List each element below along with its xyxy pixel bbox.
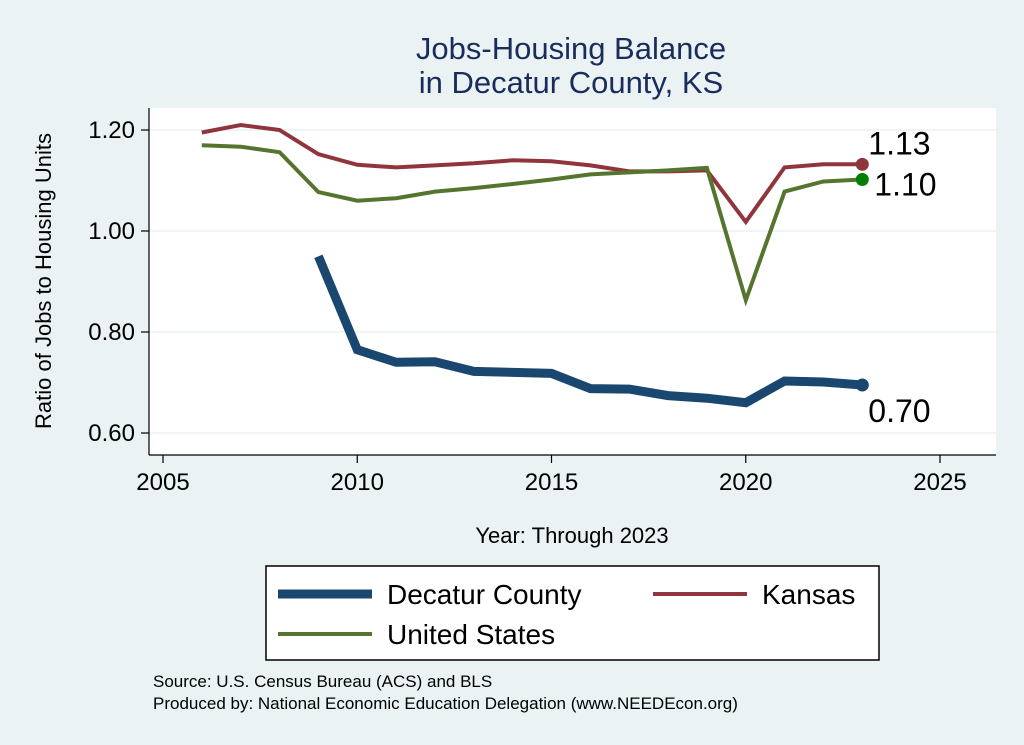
x-tick-label-0: 2005	[136, 469, 189, 496]
x-tick-label-2: 2015	[525, 469, 578, 496]
chart-title-line-2: in Decatur County, KS	[419, 65, 723, 100]
y-axis-title: Ratio of Jobs to Housing Units	[31, 133, 56, 429]
series-lines: 0.70 1.13 1.10	[201, 122, 937, 429]
series-line-kansas	[201, 122, 863, 226]
end-marker-kansas	[855, 157, 869, 171]
producer-note: Produced by: National Economic Education…	[153, 694, 738, 713]
legend-label-decatur-county: Decatur County	[387, 579, 582, 610]
series-line-united-states	[201, 143, 863, 307]
gridlines	[149, 129, 996, 434]
legend-label-united-states: United States	[387, 619, 555, 650]
end-label-united-states: 1.10	[874, 166, 936, 202]
end-marker-decatur-county	[855, 378, 869, 392]
x-ticks: 2005 2010 2015 2020 2025	[136, 455, 967, 496]
x-tick-label-4: 2025	[913, 469, 966, 496]
end-marker-united-states	[855, 172, 869, 186]
source-note: Source: U.S. Census Bureau (ACS) and BLS	[153, 672, 492, 691]
y-tick-label-2: 1.00	[88, 218, 135, 245]
y-tick-label-0: 0.60	[88, 420, 135, 447]
x-tick-label-3: 2020	[719, 469, 772, 496]
legend-box	[265, 565, 880, 661]
chart-title-line-1: Jobs-Housing Balance	[416, 31, 726, 66]
series-line-decatur-county	[314, 254, 863, 408]
x-axis-title: Year: Through 2023	[475, 523, 668, 548]
y-tick-label-1: 0.80	[88, 319, 135, 346]
y-ticks: 0.60 0.80 1.00 1.20	[88, 117, 149, 447]
y-tick-label-3: 1.20	[88, 117, 135, 144]
x-tick-label-1: 2010	[331, 469, 384, 496]
end-label-kansas: 1.13	[868, 125, 930, 161]
end-label-decatur-county: 0.70	[868, 393, 930, 429]
legend-label-kansas: Kansas	[762, 579, 855, 610]
legend: Decatur County Kansas United States	[278, 579, 855, 650]
